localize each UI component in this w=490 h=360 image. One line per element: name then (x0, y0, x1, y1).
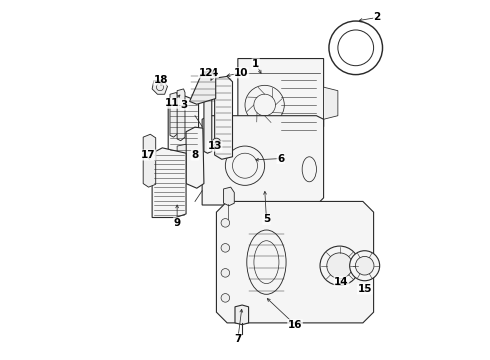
Polygon shape (152, 148, 186, 217)
Polygon shape (177, 144, 186, 169)
Polygon shape (217, 202, 373, 323)
Polygon shape (190, 71, 216, 104)
Circle shape (327, 253, 352, 279)
Ellipse shape (302, 157, 317, 182)
Text: 15: 15 (357, 284, 372, 294)
Polygon shape (186, 127, 204, 188)
Ellipse shape (254, 241, 279, 284)
Text: 8: 8 (192, 150, 198, 160)
Polygon shape (177, 89, 185, 141)
Circle shape (221, 244, 230, 252)
Circle shape (355, 256, 374, 275)
Polygon shape (202, 116, 323, 205)
Polygon shape (215, 76, 232, 159)
Polygon shape (235, 305, 248, 325)
Text: 1: 1 (252, 59, 259, 69)
Text: 7: 7 (234, 334, 242, 344)
Text: 6: 6 (277, 154, 284, 163)
Polygon shape (168, 94, 198, 153)
Text: 18: 18 (154, 75, 168, 85)
Text: 11: 11 (165, 98, 179, 108)
Polygon shape (143, 134, 156, 187)
Circle shape (225, 146, 265, 185)
Ellipse shape (247, 230, 286, 294)
Circle shape (350, 251, 380, 281)
Text: 3: 3 (181, 100, 188, 110)
Text: 9: 9 (173, 218, 181, 228)
Circle shape (232, 153, 258, 178)
Polygon shape (323, 87, 338, 119)
Text: 5: 5 (263, 214, 270, 224)
Text: 12: 12 (198, 68, 213, 78)
Circle shape (221, 294, 230, 302)
Text: 4: 4 (211, 68, 219, 78)
Polygon shape (204, 82, 212, 153)
Circle shape (221, 219, 230, 227)
Circle shape (212, 138, 220, 147)
Text: 16: 16 (288, 320, 302, 330)
Text: 13: 13 (207, 141, 222, 151)
Circle shape (320, 246, 359, 285)
Polygon shape (223, 187, 234, 206)
Polygon shape (238, 59, 323, 137)
Circle shape (221, 269, 230, 277)
Text: 2: 2 (373, 13, 381, 22)
Text: 14: 14 (334, 277, 349, 287)
Polygon shape (152, 80, 168, 94)
Polygon shape (170, 93, 178, 137)
Text: 10: 10 (234, 68, 249, 78)
Text: 17: 17 (141, 150, 156, 160)
